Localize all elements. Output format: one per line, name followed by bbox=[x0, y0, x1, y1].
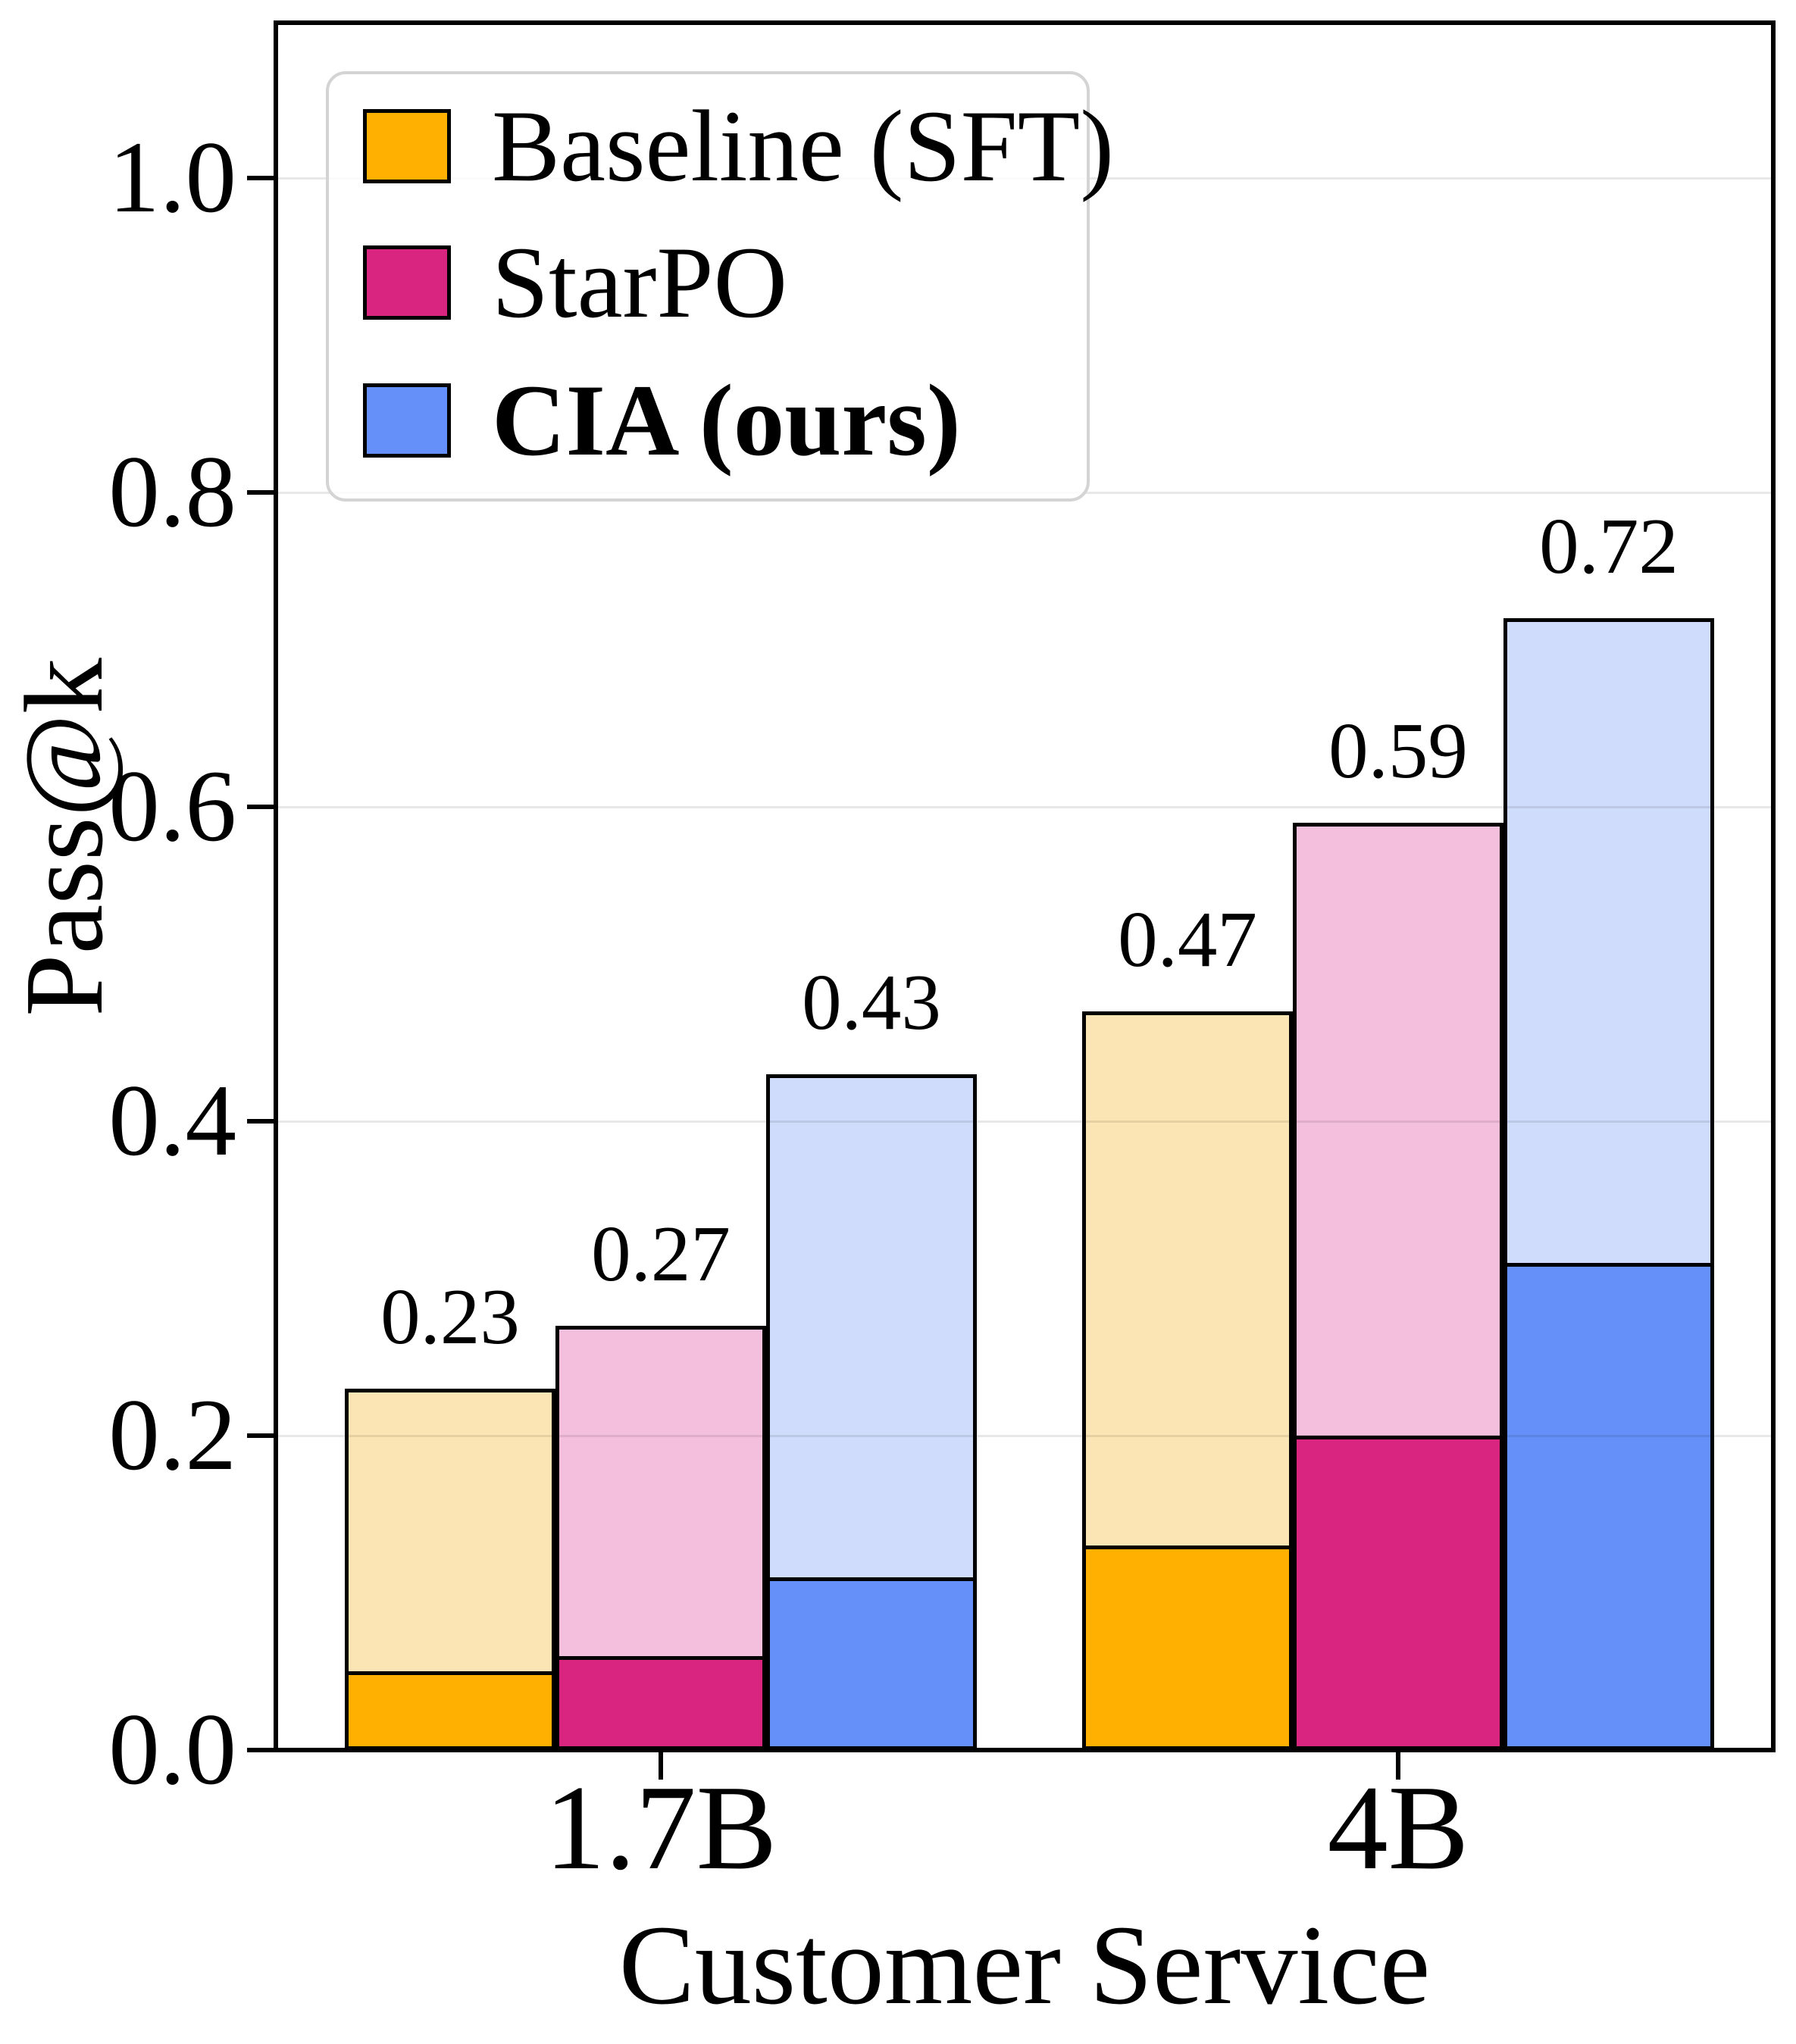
legend-label-starpo: StarPO bbox=[492, 227, 788, 339]
bar-solid-segment-starpo-1.7b bbox=[555, 1655, 766, 1750]
legend-swatch-starpo bbox=[363, 245, 451, 320]
y-tick-label-0.4: 0.4 bbox=[108, 1064, 236, 1177]
gridline-0.6 bbox=[278, 805, 1771, 808]
y-tick-label-1.0: 1.0 bbox=[108, 121, 236, 234]
x-tick-label-4b: 4B bbox=[1327, 1760, 1469, 1895]
bar-solid-segment-baseline-sft-1.7b bbox=[345, 1671, 555, 1750]
legend-swatch-baseline-sft bbox=[363, 109, 451, 183]
x-tick-4b bbox=[1396, 1752, 1400, 1780]
y-tick-0.8 bbox=[247, 490, 276, 495]
y-tick-label-0.6: 0.6 bbox=[108, 750, 236, 863]
legend-entry-cia-ours: CIA (ours) bbox=[329, 369, 1087, 473]
bar-value-label-baseline-sft-4b: 0.47 bbox=[1118, 894, 1257, 983]
y-tick-0.0 bbox=[247, 1748, 276, 1752]
legend-label-cia-ours: CIA (ours) bbox=[492, 364, 961, 477]
y-tick-1.0 bbox=[247, 176, 276, 180]
bar-value-label-starpo-4b: 0.59 bbox=[1328, 705, 1468, 795]
legend-swatch-cia-ours bbox=[363, 383, 451, 458]
bar-solid-segment-cia-ours-1.7b bbox=[766, 1577, 977, 1750]
y-tick-label-0.0: 0.0 bbox=[108, 1693, 236, 1806]
y-tick-label-0.2: 0.2 bbox=[108, 1379, 236, 1492]
legend-entry-starpo: StarPO bbox=[329, 231, 1087, 336]
bar-solid-segment-cia-ours-4b bbox=[1503, 1262, 1714, 1750]
bar-value-label-starpo-1.7b: 0.27 bbox=[591, 1208, 731, 1298]
bar-solid-segment-starpo-4b bbox=[1293, 1436, 1503, 1750]
y-tick-0.2 bbox=[247, 1433, 276, 1438]
y-tick-0.6 bbox=[247, 805, 276, 809]
legend-label-baseline-sft: Baseline (SFT) bbox=[492, 90, 1115, 203]
x-tick-1.7b bbox=[659, 1752, 663, 1780]
bar-value-label-cia-ours-4b: 0.72 bbox=[1539, 502, 1679, 590]
gridline-0.2 bbox=[278, 1434, 1771, 1437]
legend: Baseline (SFT) StarPO CIA (ours) bbox=[326, 71, 1114, 502]
x-axis-label: Customer Service bbox=[618, 1902, 1431, 2028]
legend-entry-baseline-sft: Baseline (SFT) bbox=[329, 95, 1114, 199]
bar-solid-segment-baseline-sft-4b bbox=[1082, 1546, 1293, 1750]
x-tick-label-1.7b: 1.7B bbox=[544, 1760, 778, 1895]
y-tick-0.4 bbox=[247, 1119, 276, 1124]
y-tick-label-0.8: 0.8 bbox=[108, 436, 236, 549]
bar-value-label-cia-ours-1.7b: 0.43 bbox=[802, 957, 941, 1046]
bar-value-label-baseline-sft-1.7b: 0.23 bbox=[380, 1271, 520, 1361]
gridline-0.4 bbox=[278, 1120, 1771, 1123]
